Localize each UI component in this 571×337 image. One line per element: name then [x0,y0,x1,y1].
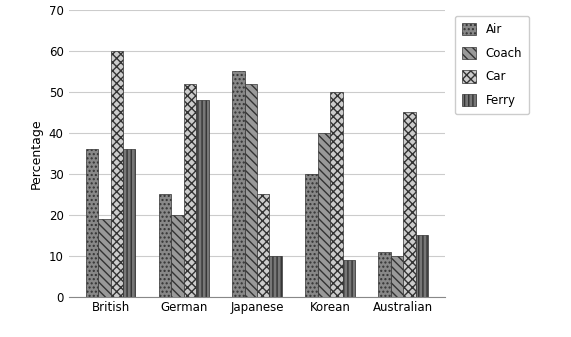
Bar [244,84,257,297]
Bar [305,174,317,297]
Bar [343,260,355,297]
Legend: Air, Coach, Car, Ferry: Air, Coach, Car, Ferry [455,16,529,114]
Bar [270,256,282,297]
Y-axis label: Percentage: Percentage [30,118,43,189]
Bar [317,133,330,297]
Bar [111,51,123,297]
Bar [257,194,270,297]
Bar [196,100,208,297]
Bar [232,71,244,297]
Bar [86,149,98,297]
Bar [159,194,171,297]
Bar [171,215,184,297]
Bar [379,251,391,297]
Bar [123,149,135,297]
Bar [330,92,343,297]
Bar [391,256,403,297]
Bar [184,84,196,297]
Bar [403,113,416,297]
Bar [416,235,428,297]
Bar [98,219,111,297]
